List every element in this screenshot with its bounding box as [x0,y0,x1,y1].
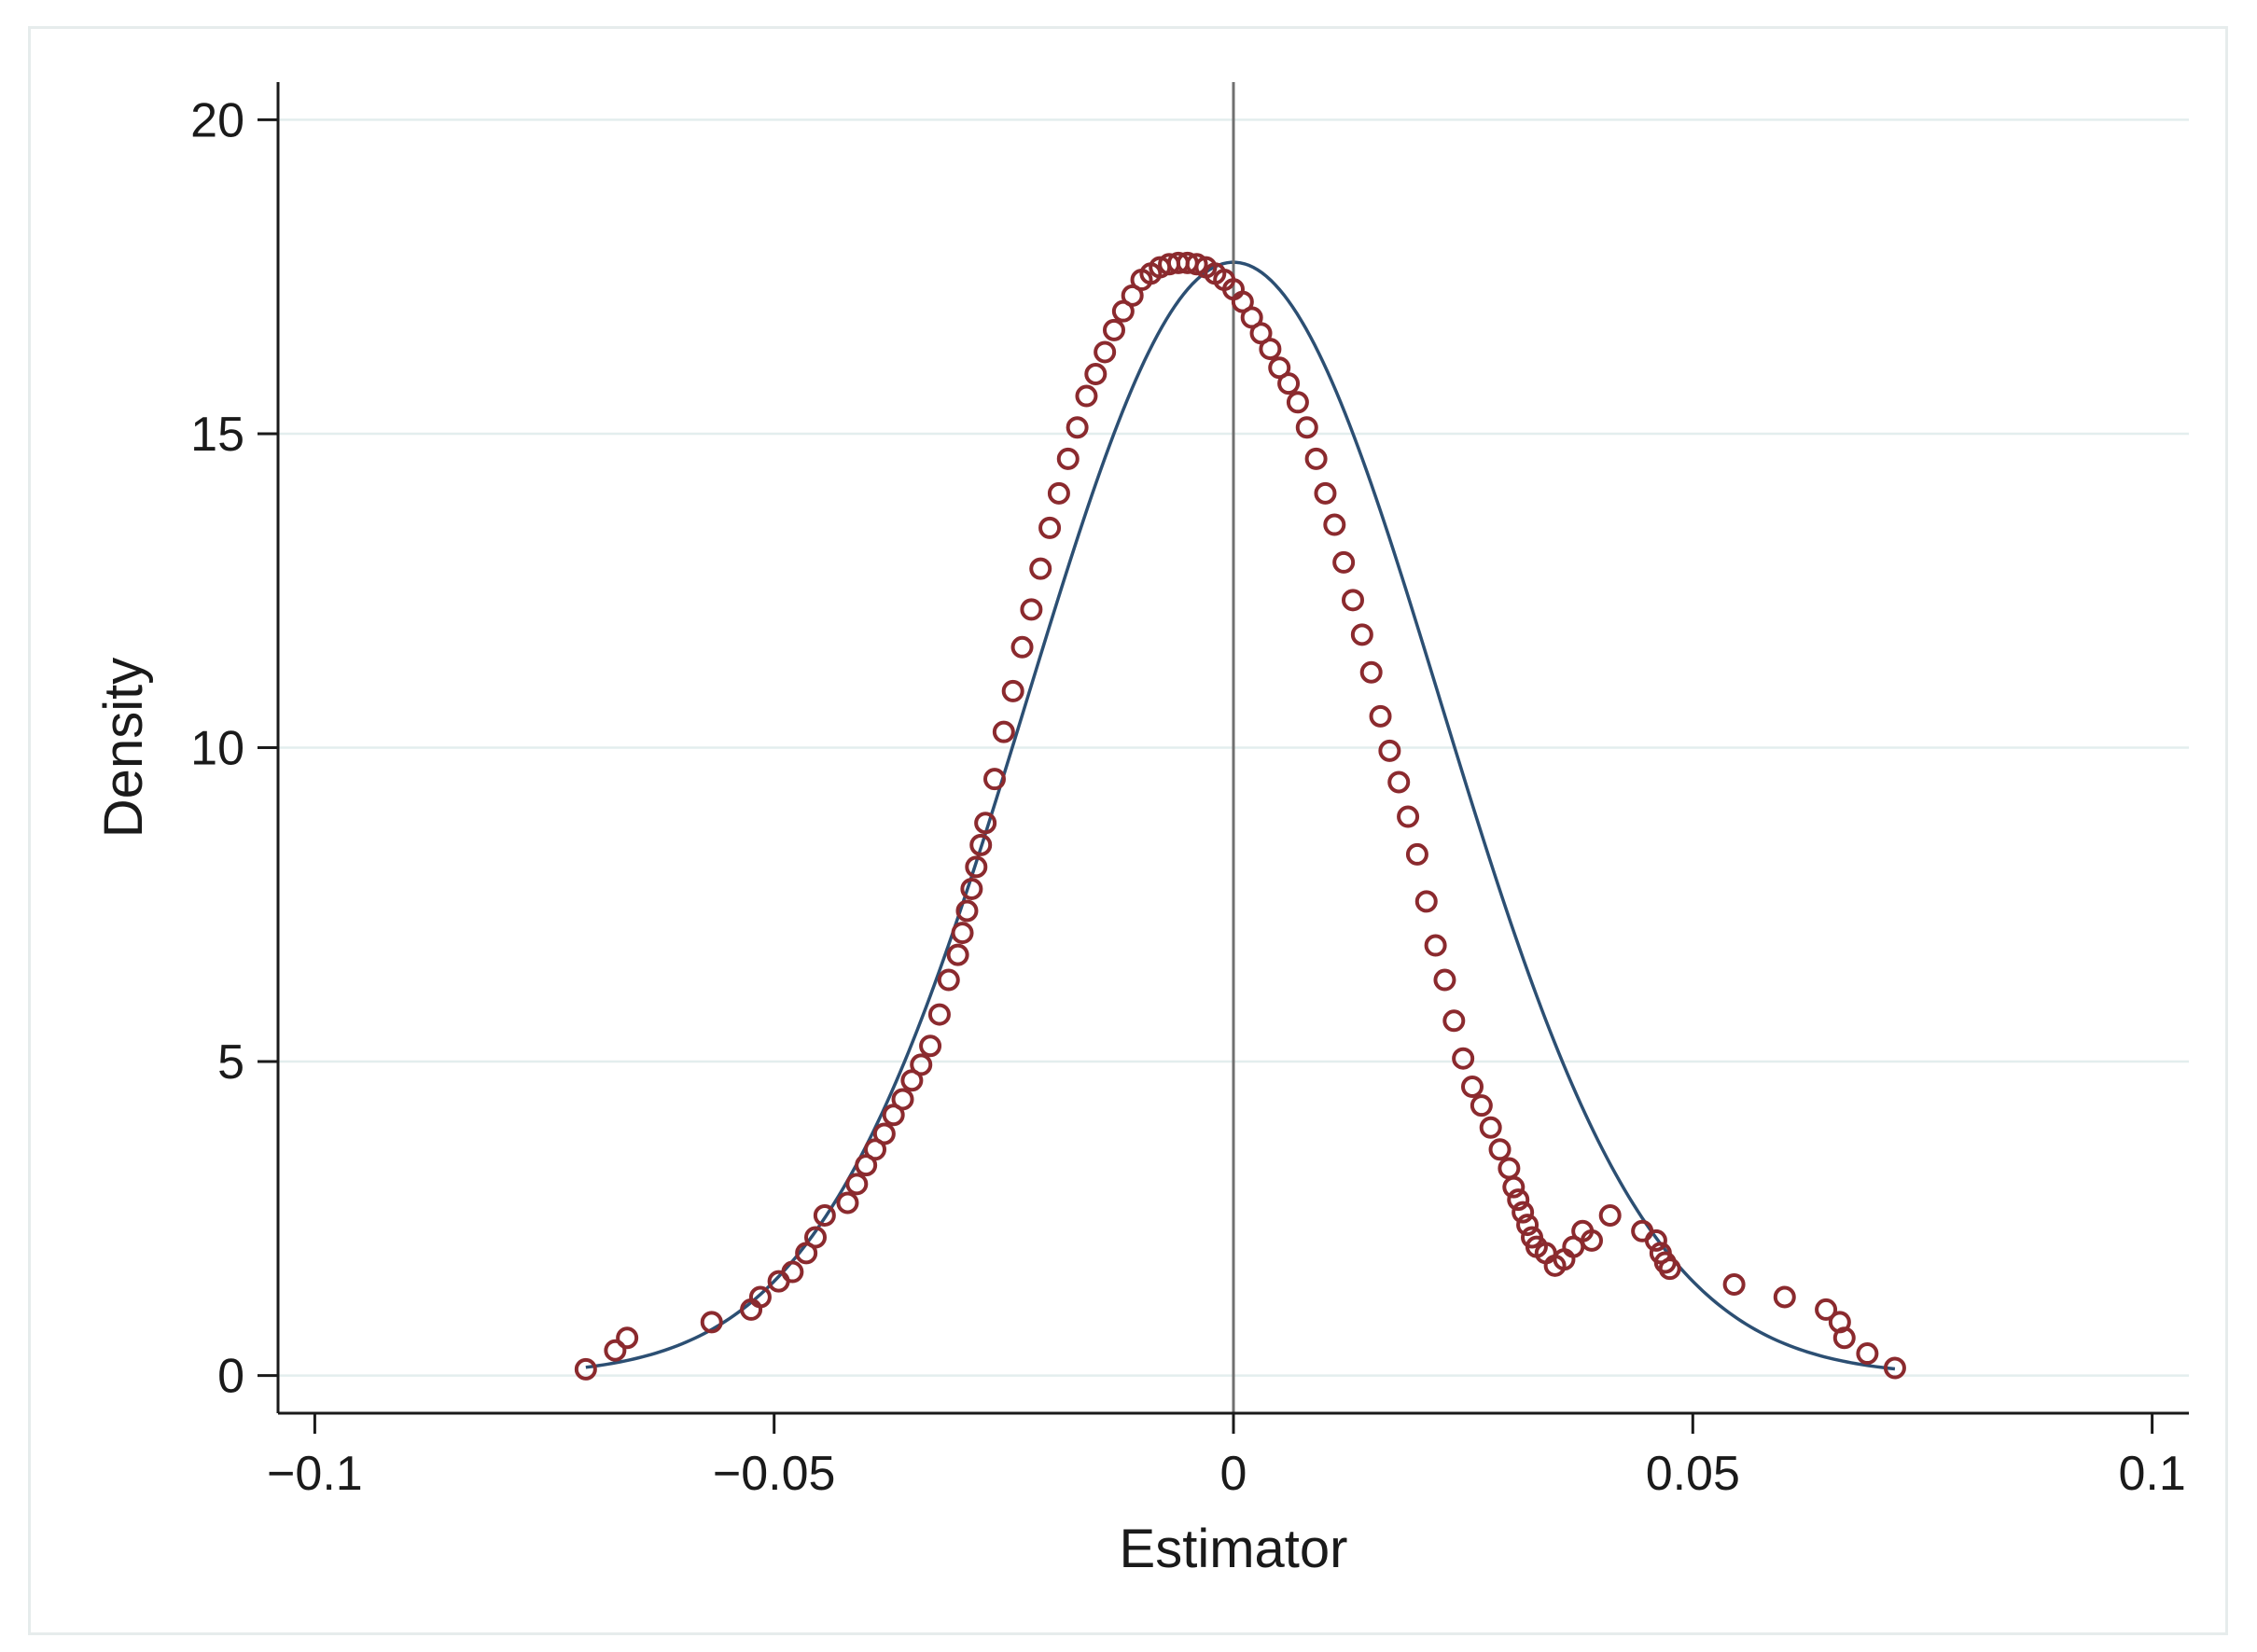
scatter-points [574,251,1906,1381]
x-tick-label: 0.1 [2118,1447,2185,1501]
data-point [1414,890,1438,913]
data-point [946,943,969,966]
data-point [965,855,988,879]
x-axis-title: Estimator [1120,1519,1348,1579]
data-point [574,1357,597,1381]
data-point [1350,623,1373,646]
data-point [1314,481,1337,505]
data-point [1038,516,1062,539]
data-point [1815,1298,1838,1321]
data-point [1286,391,1309,414]
data-point [1442,1009,1466,1033]
data-point [1598,1203,1622,1227]
data-point [845,1173,869,1196]
data-point [1498,1157,1521,1180]
data-point [1020,598,1043,621]
data-point [1479,1116,1502,1139]
x-tick-label: 0.05 [1646,1447,1740,1501]
data-point [1323,513,1346,536]
data-point [1644,1229,1667,1252]
data-point [937,968,960,992]
y-tick-label: 15 [190,408,244,462]
data-point [1010,635,1034,659]
data-point [1001,679,1024,702]
data-point [781,1260,804,1284]
data-point [836,1191,859,1215]
data-point [1084,362,1108,385]
fitted-curve [585,260,1896,1371]
data-point [955,899,979,923]
y-tick-label: 10 [190,722,244,776]
data-point [872,1122,896,1145]
data-point [1369,704,1392,728]
data-point [748,1285,772,1309]
y-axis-title: Density [93,658,154,838]
data-point [1722,1273,1746,1297]
x-tick-label: −0.05 [713,1447,836,1501]
normal-density-curve [585,260,1896,1371]
data-point [1397,805,1420,828]
data-point [1433,968,1456,992]
data-point [1461,1075,1484,1098]
data-point [1832,1326,1856,1350]
data-point [804,1226,827,1249]
y-tick-label: 0 [217,1350,244,1404]
data-point [1075,384,1098,408]
data-point [1405,842,1428,866]
data-point [1387,770,1411,794]
data-point [969,833,993,856]
axis-labels: Estimator Density [93,658,1347,1579]
data-point [1424,934,1447,957]
data-point [1470,1094,1493,1118]
data-point [1883,1356,1906,1380]
data-point [1056,447,1080,470]
y-tick-label: 5 [217,1035,244,1090]
data-point [1773,1285,1796,1309]
data-point [1378,739,1401,762]
data-point [1581,1229,1603,1252]
data-point [1259,338,1282,361]
data-point [1502,1175,1526,1199]
data-point [891,1088,914,1111]
data-point [974,812,997,835]
x-tick-label: 0 [1220,1447,1247,1501]
data-point [1488,1138,1512,1161]
data-point [604,1339,627,1362]
data-point [1304,447,1328,470]
data-point [1103,318,1125,341]
data-point [1342,589,1364,612]
data-point [1066,416,1089,439]
data-point [1507,1188,1530,1212]
data-point [983,768,1006,791]
data-point [960,877,983,900]
data-point [1452,1047,1475,1070]
data-point [813,1203,836,1227]
data-point [1332,550,1356,574]
data-point [1516,1214,1539,1237]
data-point [1295,416,1318,439]
chart-frame [28,26,2228,1635]
data-point [1029,557,1052,580]
data-point [1277,372,1301,396]
data-point [1047,481,1070,505]
data-point [700,1311,723,1334]
data-point [1512,1201,1535,1224]
data-point [919,1034,942,1058]
axes: 0 5 10 15 20 −0.1 −0.05 0 0.05 0.1 [190,82,2189,1501]
data-point [1856,1342,1879,1366]
x-tick-label: −0.1 [267,1447,363,1501]
data-point [992,720,1015,743]
data-point [951,922,974,945]
data-point [616,1326,639,1350]
data-point [1658,1257,1681,1281]
data-point [1094,340,1117,364]
y-tick-label: 20 [190,93,244,147]
data-point [927,1003,951,1026]
data-point [1359,660,1383,684]
data-point [910,1053,933,1076]
